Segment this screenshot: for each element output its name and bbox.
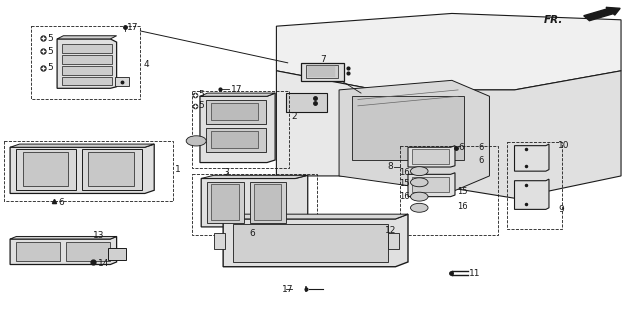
Text: 6: 6 (458, 143, 464, 152)
Bar (16, 149, 76, 190)
Bar (67, 242, 111, 261)
Text: 13: 13 (94, 231, 105, 240)
Bar (4, 141, 173, 201)
Circle shape (411, 178, 428, 187)
Polygon shape (514, 144, 549, 171)
Text: FR.: FR. (544, 15, 563, 26)
Bar (206, 128, 266, 152)
Bar (301, 63, 344, 81)
Text: 1: 1 (175, 165, 181, 174)
Text: 6: 6 (249, 229, 255, 238)
Text: 5: 5 (48, 63, 53, 72)
Bar (62, 66, 112, 75)
Text: 4: 4 (144, 60, 149, 69)
Polygon shape (10, 144, 154, 194)
Bar (192, 92, 289, 168)
Bar (82, 149, 142, 190)
Text: 11: 11 (469, 269, 481, 278)
Polygon shape (200, 93, 275, 163)
Circle shape (411, 167, 428, 176)
Polygon shape (408, 146, 455, 167)
Bar (62, 44, 112, 52)
Bar (16, 242, 60, 261)
Text: 12: 12 (385, 226, 396, 235)
Bar (232, 224, 388, 262)
Text: 17: 17 (283, 284, 294, 293)
Bar (412, 149, 450, 164)
Text: 3: 3 (223, 168, 229, 177)
Circle shape (186, 136, 206, 146)
Bar (286, 93, 327, 112)
Bar (401, 146, 497, 235)
Text: 15: 15 (457, 188, 467, 196)
Text: 5: 5 (198, 90, 205, 99)
Polygon shape (57, 39, 117, 88)
Polygon shape (339, 80, 489, 192)
Bar (192, 174, 317, 235)
Bar (306, 65, 338, 78)
Polygon shape (408, 173, 455, 197)
Bar (352, 96, 464, 160)
Polygon shape (201, 175, 308, 227)
Text: 17: 17 (127, 23, 139, 32)
Circle shape (411, 192, 428, 201)
Text: 8: 8 (387, 162, 393, 171)
Polygon shape (514, 179, 549, 209)
Text: 2: 2 (291, 113, 297, 122)
Text: 6: 6 (478, 143, 484, 152)
Bar (210, 131, 257, 148)
Text: 17: 17 (231, 85, 243, 94)
Polygon shape (10, 236, 117, 239)
Polygon shape (57, 36, 117, 39)
Bar (250, 182, 286, 223)
Polygon shape (223, 214, 408, 267)
Bar (89, 152, 134, 187)
Polygon shape (276, 71, 377, 176)
Circle shape (411, 203, 428, 212)
Text: 9: 9 (558, 205, 564, 214)
Text: 16: 16 (457, 202, 467, 211)
Bar (254, 184, 281, 220)
Text: 5: 5 (48, 34, 53, 43)
Bar (207, 182, 244, 223)
Polygon shape (276, 13, 621, 90)
Bar (388, 233, 399, 249)
Text: 16: 16 (399, 168, 410, 177)
Bar (62, 55, 112, 64)
Text: 14: 14 (98, 259, 109, 268)
Text: 5: 5 (48, 46, 53, 56)
Bar (31, 26, 141, 100)
Bar (412, 177, 450, 192)
Bar (23, 152, 68, 187)
Bar (214, 233, 225, 249)
Bar (210, 103, 257, 120)
Text: 6: 6 (478, 156, 484, 165)
Bar (211, 184, 239, 220)
Polygon shape (223, 214, 408, 219)
Text: 5: 5 (198, 101, 205, 110)
Bar (507, 142, 562, 228)
Text: 15: 15 (399, 180, 409, 188)
Polygon shape (201, 175, 308, 179)
Text: 7: 7 (320, 55, 326, 64)
Polygon shape (200, 93, 275, 96)
Bar (62, 77, 112, 85)
Bar (206, 100, 266, 124)
Polygon shape (10, 236, 117, 265)
Polygon shape (377, 71, 621, 198)
Bar (115, 77, 129, 86)
Text: 10: 10 (558, 141, 570, 150)
Bar (109, 248, 126, 260)
Text: 16: 16 (399, 192, 410, 201)
Text: 6: 6 (58, 198, 64, 207)
FancyArrow shape (584, 7, 620, 21)
Polygon shape (10, 144, 154, 147)
